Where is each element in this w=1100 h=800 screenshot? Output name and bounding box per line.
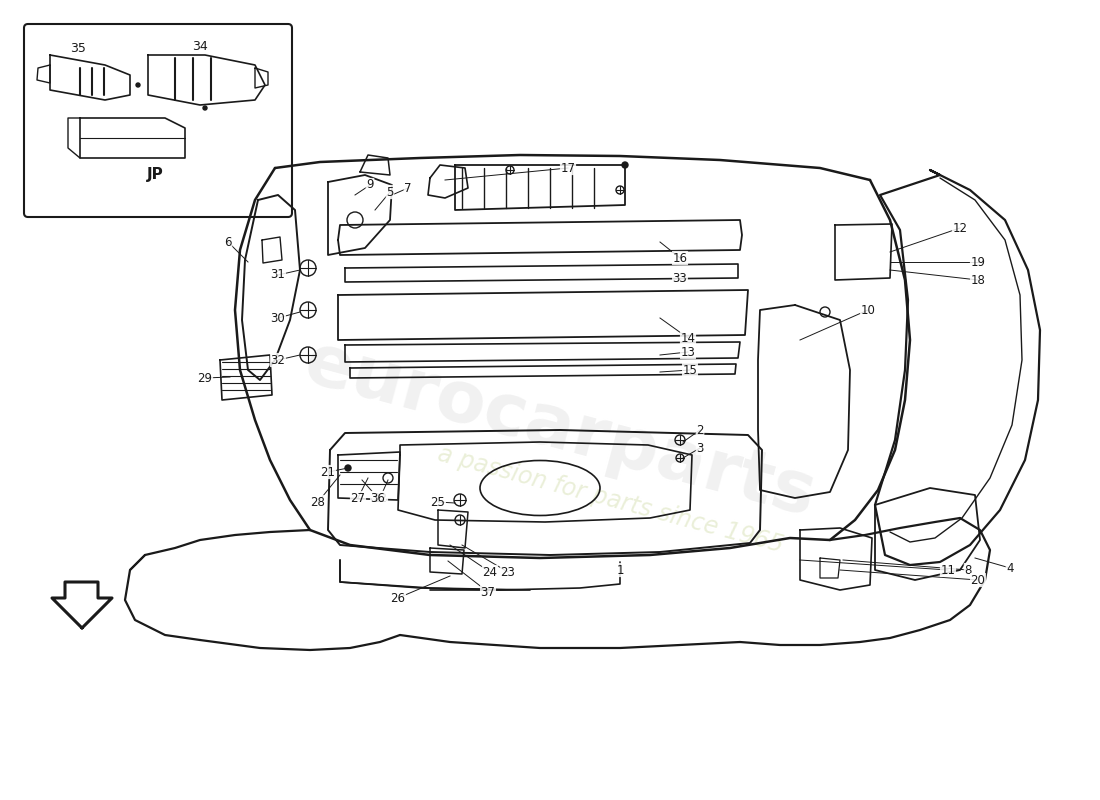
Circle shape — [345, 465, 351, 471]
Text: JP: JP — [146, 167, 164, 182]
Text: 33: 33 — [672, 271, 688, 285]
Text: 25: 25 — [430, 495, 446, 509]
Text: 3: 3 — [696, 442, 704, 454]
Text: 4: 4 — [1006, 562, 1014, 574]
Text: 17: 17 — [561, 162, 575, 174]
Text: 30: 30 — [271, 311, 285, 325]
Text: 35: 35 — [70, 42, 86, 54]
Text: 19: 19 — [970, 255, 986, 269]
Text: 10: 10 — [860, 303, 876, 317]
Text: 12: 12 — [953, 222, 968, 234]
Text: 21: 21 — [320, 466, 336, 478]
Text: a passion for parts since 1965: a passion for parts since 1965 — [434, 442, 785, 558]
Text: eurocarparts: eurocarparts — [297, 329, 823, 531]
Text: 29: 29 — [198, 371, 212, 385]
Text: 1: 1 — [616, 563, 624, 577]
Text: 22: 22 — [373, 491, 387, 505]
Text: 15: 15 — [683, 363, 697, 377]
Text: 26: 26 — [390, 591, 406, 605]
Text: 37: 37 — [481, 586, 495, 598]
Circle shape — [621, 162, 628, 168]
Text: 5: 5 — [386, 186, 394, 198]
Text: 16: 16 — [672, 251, 688, 265]
Text: 34: 34 — [192, 41, 208, 54]
Text: 13: 13 — [681, 346, 695, 358]
Text: 9: 9 — [366, 178, 374, 191]
Circle shape — [204, 106, 207, 110]
Text: 27: 27 — [351, 491, 365, 505]
Text: 28: 28 — [310, 495, 326, 509]
Text: 23: 23 — [500, 566, 516, 578]
Circle shape — [136, 83, 140, 87]
Text: 36: 36 — [371, 491, 385, 505]
Text: 2: 2 — [696, 423, 704, 437]
Text: 32: 32 — [271, 354, 285, 366]
Text: 8: 8 — [965, 563, 971, 577]
Text: 11: 11 — [940, 563, 956, 577]
Text: 14: 14 — [681, 331, 695, 345]
Text: 7: 7 — [405, 182, 411, 194]
FancyBboxPatch shape — [24, 24, 292, 217]
Text: 20: 20 — [970, 574, 986, 586]
Text: 18: 18 — [970, 274, 986, 286]
Text: 6: 6 — [224, 235, 232, 249]
Text: 24: 24 — [483, 566, 497, 578]
Text: 31: 31 — [271, 269, 285, 282]
